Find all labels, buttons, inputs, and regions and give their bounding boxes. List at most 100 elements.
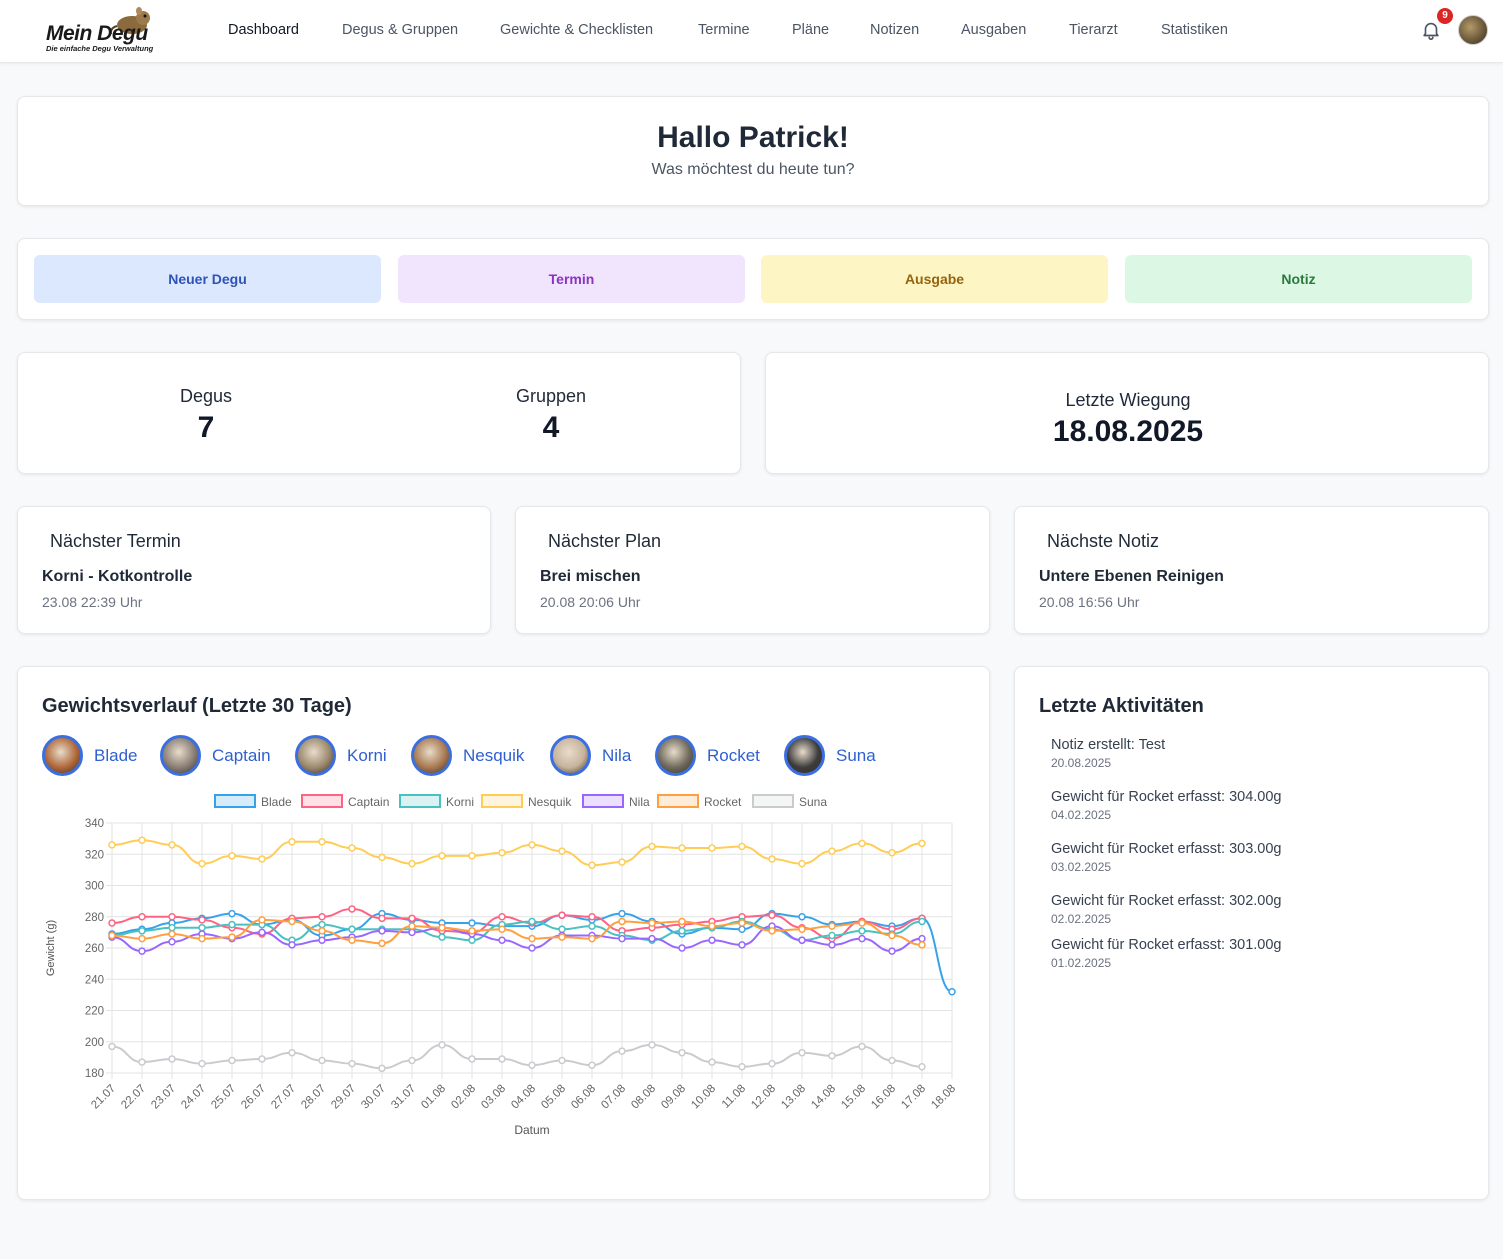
- weight-history-card: Gewichtsverlauf (Letzte 30 Tage) Blade C…: [17, 666, 990, 1200]
- data-point-rocket: [438, 923, 446, 932]
- top-navbar: Mein Degu Die einfache Degu Verwaltung D…: [0, 0, 1503, 63]
- next-plan-name: Brei mischen: [540, 568, 641, 585]
- activity-title: Gewicht für Rocket erfasst: 303.00g: [1051, 841, 1282, 857]
- data-point-rocket: [198, 934, 206, 943]
- next-plan-card[interactable]: Nächster Plan Brei mischen 20.08 20:06 U…: [515, 506, 990, 634]
- legend-label: Nila: [629, 795, 650, 809]
- data-point-rocket: [258, 916, 266, 924]
- data-point-nila: [888, 947, 896, 955]
- next-termin-name: Korni - Kotkontrolle: [42, 568, 193, 585]
- data-point-rocket: [558, 933, 566, 941]
- data-point-suna: [498, 1055, 506, 1063]
- new-degu-button[interactable]: Neuer Degu: [34, 255, 381, 303]
- logo-subtitle: Die einfache Degu Verwaltung: [46, 44, 154, 53]
- data-point-rocket: [678, 917, 686, 926]
- data-point-rocket: [228, 933, 236, 941]
- activity-date: 01.02.2025: [1051, 956, 1112, 970]
- data-point-nesquik: [918, 839, 926, 848]
- data-point-korni: [228, 920, 236, 929]
- activity-date: 20.08.2025: [1051, 756, 1112, 770]
- next-notiz-name: Untere Ebenen Reinigen: [1039, 568, 1224, 585]
- count-stats-card: Degus 7 Gruppen 4: [17, 352, 741, 474]
- x-tick-label: 30.07: [359, 1083, 388, 1112]
- nav-termine[interactable]: Termine: [698, 22, 750, 38]
- user-avatar[interactable]: [1458, 15, 1488, 45]
- activity-title: Gewicht für Rocket erfasst: 301.00g: [1051, 937, 1282, 953]
- data-point-rocket: [528, 934, 536, 943]
- legend-label: Blade: [261, 795, 292, 809]
- data-point-nesquik: [348, 844, 356, 852]
- x-tick-label: 17.08: [899, 1083, 928, 1112]
- data-point-suna: [888, 1056, 896, 1065]
- app-logo[interactable]: Mein Degu Die einfache Degu Verwaltung: [46, 6, 158, 56]
- next-termin-card[interactable]: Nächster Termin Korni - Kotkontrolle 23.…: [17, 506, 491, 634]
- legend-swatch: [752, 794, 794, 808]
- data-point-nesquik: [138, 836, 146, 844]
- x-tick-label: 24.07: [179, 1083, 208, 1112]
- degu-avatar: [160, 735, 201, 776]
- data-point-captain: [138, 913, 146, 921]
- data-point-nesquik: [618, 858, 626, 866]
- new-ausgabe-button[interactable]: Ausgabe: [761, 255, 1108, 303]
- x-tick-label: 13.08: [779, 1083, 808, 1112]
- data-point-nesquik: [288, 838, 296, 846]
- x-tick-label: 14.08: [809, 1083, 838, 1112]
- legend-label: Captain: [348, 795, 389, 809]
- data-point-rocket: [588, 934, 596, 943]
- recent-activities-title: Letzte Aktivitäten: [1039, 695, 1204, 717]
- groups-count-label: Gruppen: [515, 386, 587, 406]
- x-tick-label: 28.07: [299, 1083, 328, 1112]
- data-point-nila: [798, 936, 806, 944]
- degu-avatar: [411, 735, 452, 776]
- x-tick-label: 27.07: [269, 1083, 298, 1112]
- y-tick-label: 340: [85, 818, 104, 830]
- next-notiz-title: Nächste Notiz: [1047, 531, 1160, 551]
- data-point-rocket: [468, 927, 476, 935]
- data-point-suna: [168, 1055, 176, 1063]
- data-point-korni: [198, 923, 206, 932]
- activity-item[interactable]: Gewicht für Rocket erfasst: 301.00g 01.0…: [1051, 937, 1282, 970]
- nav-degus-gruppen[interactable]: Degus & Gruppen: [342, 22, 459, 38]
- data-point-suna: [408, 1056, 416, 1065]
- data-point-suna: [738, 1063, 746, 1071]
- nav-tierarzt[interactable]: Tierarzt: [1069, 22, 1118, 38]
- x-tick-label: 16.08: [869, 1083, 898, 1112]
- activity-item[interactable]: Notiz erstellt: Test 20.08.2025: [1051, 737, 1165, 770]
- activity-item[interactable]: Gewicht für Rocket erfasst: 302.00g 02.0…: [1051, 893, 1282, 926]
- degu-avatar: [784, 735, 825, 776]
- new-termin-button[interactable]: Termin: [398, 255, 745, 303]
- data-point-nila: [828, 941, 836, 949]
- nav-dashboard[interactable]: Dashboard: [228, 22, 299, 38]
- activity-date: 04.02.2025: [1051, 808, 1112, 822]
- nav-ausgaben[interactable]: Ausgaben: [961, 22, 1027, 38]
- y-tick-label: 200: [85, 1037, 104, 1049]
- x-tick-label: 06.08: [569, 1083, 598, 1112]
- nav-plaene[interactable]: Pläne: [792, 22, 830, 38]
- data-point-suna: [918, 1063, 926, 1071]
- last-weighing-label: Letzte Wiegung: [1065, 390, 1191, 410]
- activity-item[interactable]: Gewicht für Rocket erfasst: 303.00g 03.0…: [1051, 841, 1282, 874]
- nav-notizen[interactable]: Notizen: [870, 22, 920, 38]
- data-point-rocket: [618, 917, 626, 926]
- data-point-korni: [168, 923, 176, 932]
- data-point-captain: [558, 911, 566, 919]
- data-point-nila: [738, 941, 746, 949]
- data-point-captain: [768, 911, 776, 919]
- y-tick-label: 240: [85, 974, 104, 986]
- y-tick-label: 260: [85, 943, 104, 955]
- data-point-nesquik: [468, 852, 476, 860]
- data-point-nesquik: [198, 859, 206, 868]
- new-notiz-button[interactable]: Notiz: [1125, 255, 1472, 303]
- activity-title: Notiz erstellt: Test: [1051, 737, 1166, 753]
- data-point-suna: [678, 1048, 686, 1057]
- activity-date: 03.02.2025: [1051, 860, 1112, 874]
- data-point-rocket: [108, 931, 116, 940]
- bell-icon[interactable]: [1420, 18, 1442, 42]
- data-point-nesquik: [768, 855, 776, 863]
- legend-label: Suna: [799, 795, 827, 809]
- activity-item[interactable]: Gewicht für Rocket erfasst: 304.00g 04.0…: [1051, 789, 1282, 822]
- nav-statistiken[interactable]: Statistiken: [1161, 22, 1228, 38]
- data-point-nila: [318, 936, 326, 944]
- nav-gewichte-checklisten[interactable]: Gewichte & Checklisten: [500, 22, 654, 38]
- next-notiz-card[interactable]: Nächste Notiz Untere Ebenen Reinigen 20.…: [1014, 506, 1489, 634]
